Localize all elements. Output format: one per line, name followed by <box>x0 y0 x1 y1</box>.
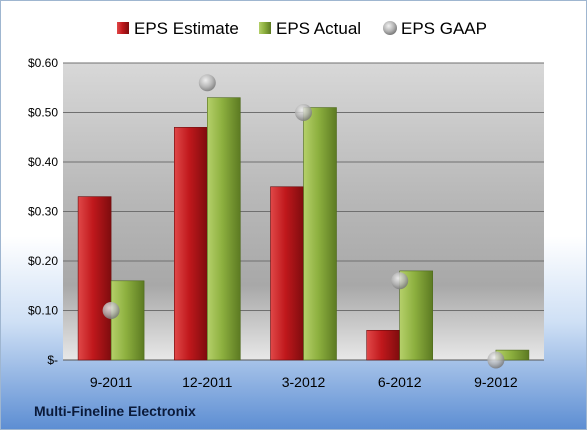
y-tick-label: $0.60 <box>28 56 58 70</box>
marker-eps-gaap <box>102 302 120 319</box>
x-tick-label: 9-2011 <box>90 374 133 390</box>
bar-eps-estimate <box>174 127 208 361</box>
bar-eps-actual <box>303 107 337 361</box>
legend-label: EPS Estimate <box>134 19 239 38</box>
y-tick-label: $0.50 <box>28 106 58 120</box>
y-axis: $0.60 $0.50 $0.40 $0.30 $0.20 $0.10 $- <box>28 56 58 367</box>
bar-eps-estimate <box>270 186 304 361</box>
y-tick-label: $0.20 <box>28 254 58 268</box>
bar-eps-estimate <box>366 329 401 361</box>
legend-label: EPS Actual <box>276 19 361 38</box>
company-name: Multi-Fineline Electronix <box>34 403 196 419</box>
x-tick-label: 3-2012 <box>282 374 326 390</box>
x-tick-label: 6-2012 <box>378 374 422 390</box>
y-tick-label: $0.10 <box>28 304 58 318</box>
bar-eps-estimate <box>77 196 112 361</box>
legend-swatch-estimate <box>117 22 129 34</box>
bar-eps-actual <box>110 280 145 361</box>
gaap-markers <box>102 74 505 369</box>
legend-swatch-actual <box>259 22 271 34</box>
y-tick-label: $0.30 <box>28 205 58 219</box>
marker-eps-gaap <box>391 272 409 290</box>
legend-label: EPS GAAP <box>401 19 487 38</box>
marker-eps-gaap <box>198 74 216 92</box>
x-tick-label: 12-2011 <box>182 374 233 390</box>
legend-swatch-gaap <box>383 21 397 35</box>
bars <box>77 97 530 361</box>
legend: EPS Estimate EPS Actual EPS GAAP <box>117 19 487 38</box>
x-axis: 9-2011 12-2011 3-2012 6-2012 9-2012 <box>90 374 518 390</box>
x-tick-label: 9-2012 <box>474 374 518 390</box>
y-tick-label: $- <box>47 353 58 367</box>
marker-eps-gaap <box>487 351 505 369</box>
y-tick-label: $0.40 <box>28 155 58 169</box>
marker-eps-gaap <box>295 104 312 121</box>
bar-eps-actual <box>207 97 241 361</box>
